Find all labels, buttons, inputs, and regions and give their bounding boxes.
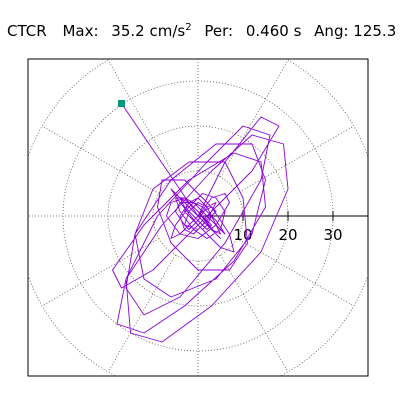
chart-header: CTCR Max: 35.2 cm/s2 Per: 0.460 s Ang: 1… xyxy=(7,18,396,41)
grid-spoke-120 xyxy=(107,59,176,178)
max-unit-exponent: 2 xyxy=(185,22,192,33)
x-tick-label-30: 30 xyxy=(323,226,342,244)
max-unit-text: cm/s xyxy=(149,22,186,40)
plot-frame xyxy=(27,58,369,377)
max-value: 35.2 xyxy=(111,22,145,40)
max-unit: cm/s2 xyxy=(149,18,191,41)
motion-trace-path xyxy=(112,116,289,343)
period-label: Per: xyxy=(204,22,234,40)
grid-spoke-150 xyxy=(41,125,160,194)
grid-spoke-300 xyxy=(220,254,289,373)
markers xyxy=(118,100,199,217)
angle-value: 125.3 xyxy=(353,22,397,40)
max-label: Max: xyxy=(62,22,99,40)
grid-spoke-240 xyxy=(107,254,176,373)
axes: 10 20 30 xyxy=(198,211,368,244)
marker-connector xyxy=(121,103,199,217)
grid-spoke-330 xyxy=(236,238,355,307)
start-marker xyxy=(118,100,125,107)
motion-trace xyxy=(112,116,289,343)
angle-label: Ang: xyxy=(314,22,349,40)
station-code: CTCR xyxy=(7,22,47,40)
x-tick-label-20: 20 xyxy=(278,226,297,244)
period-value: 0.460 s xyxy=(245,22,302,40)
